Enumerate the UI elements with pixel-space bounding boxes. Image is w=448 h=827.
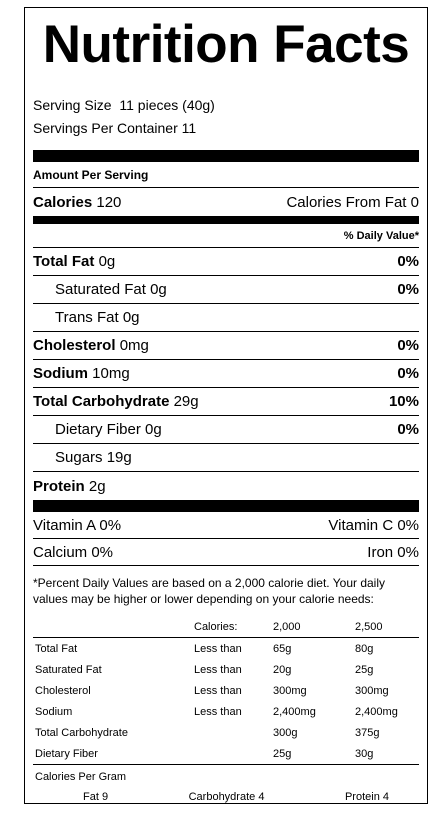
nutrient-name: Trans Fat 0g	[55, 309, 140, 326]
table-cell: 300g	[273, 726, 298, 739]
nutrient-row: Sodium 10mg 0%	[33, 360, 419, 388]
daily-value-header: % Daily Value*	[33, 224, 419, 248]
calories-from-fat: Calories From Fat 0	[286, 193, 419, 211]
table-header-cell	[33, 616, 192, 638]
nutrient-name: Sugars 19g	[55, 449, 132, 466]
calories: Calories 120	[33, 193, 122, 211]
table-cell: Total Fat	[35, 642, 78, 655]
table-cell	[192, 743, 271, 764]
table-cell: 2,400mg	[273, 705, 316, 718]
table-cell: Saturated Fat	[35, 663, 102, 676]
table-row: Cholesterol Less than 300mg 300mg	[33, 680, 419, 701]
table-row: Dietary Fiber 25g 30g	[33, 743, 419, 764]
daily-value-table: Calories: 2,000 2,500 Total Fat Less than 65g…	[33, 616, 419, 764]
nutrient-row: Total Carbohydrate 29g 10%	[33, 388, 419, 416]
table-cell: Less than	[194, 684, 242, 697]
nutrient-row: Trans Fat 0g	[33, 304, 419, 332]
serving-info: Serving Size 11 pieces (40g) Servings Pe…	[33, 94, 419, 140]
fat-per-gram: Fat 9	[83, 791, 109, 803]
table-cell: Less than	[194, 705, 242, 718]
table-cell: 20g	[273, 663, 292, 676]
table-cell: 300mg	[273, 684, 307, 697]
vitamin-left: Vitamin A 0%	[33, 516, 122, 534]
carbohydrate-per-gram: Carbohydrate 4	[188, 791, 265, 803]
vitamin-row: Vitamin A 0% Vitamin C 0%	[33, 512, 419, 539]
label-title: Nutrition Facts	[42, 15, 410, 74]
nutrient-row: Saturated Fat 0g 0%	[33, 276, 419, 304]
table-cell: 25g	[355, 663, 374, 676]
table-cell: 375g	[355, 726, 380, 739]
calories-per-gram-label: Calories Per Gram	[35, 771, 127, 783]
nutrient-list: Total Fat 0g 0% Saturated Fat 0g 0% Trans Fa…	[33, 248, 419, 500]
vitamin-row: Calcium 0% Iron 0%	[33, 539, 419, 566]
nutrient-name: Sodium 10mg	[33, 365, 130, 382]
amount-per-serving: Amount Per Serving	[33, 162, 419, 188]
table-cell: Sodium	[35, 705, 73, 718]
table-cell: 25g	[273, 747, 292, 760]
nutrient-row: Total Fat 0g 0%	[33, 248, 419, 276]
table-cell: 80g	[355, 642, 374, 655]
table-header-cell: 2,500	[355, 620, 383, 633]
nutrition-label: Nutrition Facts Serving Size 11 pieces (…	[24, 7, 428, 804]
calories-row: Calories 120 Calories From Fat 0	[33, 188, 419, 216]
daily-value-table-header: Calories: 2,000 2,500	[33, 616, 419, 638]
divider-thick	[33, 500, 419, 512]
table-cell: 300mg	[355, 684, 389, 697]
nutrient-daily-value: 0%	[397, 365, 419, 382]
nutrient-name: Total Carbohydrate 29g	[33, 393, 199, 410]
divider-thick	[33, 150, 419, 162]
table-cell: 30g	[355, 747, 374, 760]
table-cell: Less than	[194, 642, 242, 655]
table-header-cell: 2,000	[273, 620, 301, 633]
table-cell: Cholesterol	[35, 684, 91, 697]
table-row: Total Carbohydrate 300g 375g	[33, 722, 419, 743]
nutrient-daily-value: 0%	[397, 253, 419, 270]
vitamin-left: Calcium 0%	[33, 543, 114, 561]
vitamin-right: Iron 0%	[367, 543, 419, 561]
protein-per-gram: Protein 4	[344, 791, 389, 803]
nutrient-daily-value: 10%	[388, 393, 419, 410]
calories-per-gram-values: Fat 9 Carbohydrate 4 Protein 4	[33, 791, 419, 803]
vitamin-right: Vitamin C 0%	[328, 516, 419, 534]
nutrient-name: Dietary Fiber 0g	[55, 421, 162, 438]
nutrient-row: Cholesterol 0mg 0%	[33, 332, 419, 360]
table-cell: Less than	[194, 663, 242, 676]
nutrient-name: Protein 2g	[33, 477, 106, 495]
table-cell	[192, 722, 271, 743]
table-row: Sodium Less than 2,400mg 2,400mg	[33, 701, 419, 722]
footnote: *Percent Daily Values are based on a 2,0…	[33, 576, 386, 606]
divider-medium	[33, 216, 419, 224]
table-row: Saturated Fat Less than 20g 25g	[33, 659, 419, 680]
nutrient-name: Cholesterol 0mg	[33, 337, 149, 354]
table-header-cell: Calories:	[194, 620, 238, 633]
serving-size: Serving Size 11 pieces (40g)	[33, 97, 215, 113]
nutrient-name: Total Fat 0g	[33, 253, 116, 270]
nutrient-daily-value: 0%	[397, 337, 419, 354]
nutrient-row: Dietary Fiber 0g 0%	[33, 416, 419, 444]
nutrient-name: Saturated Fat 0g	[55, 281, 167, 298]
nutrient-daily-value: 0%	[397, 281, 419, 298]
table-cell: 65g	[273, 642, 292, 655]
table-cell: Total Carbohydrate	[35, 726, 128, 739]
nutrient-row: Protein 2g	[33, 472, 419, 500]
vitamin-list: Vitamin A 0% Vitamin C 0% Calcium 0% Iron 0…	[33, 512, 419, 566]
table-row: Total Fat Less than 65g 80g	[33, 638, 419, 660]
table-cell: Dietary Fiber	[35, 747, 98, 760]
nutrient-daily-value: 0%	[397, 421, 419, 438]
table-cell: 2,400mg	[355, 705, 398, 718]
nutrient-row: Sugars 19g	[33, 444, 419, 472]
servings-per-container: Servings Per Container 11	[33, 120, 197, 136]
